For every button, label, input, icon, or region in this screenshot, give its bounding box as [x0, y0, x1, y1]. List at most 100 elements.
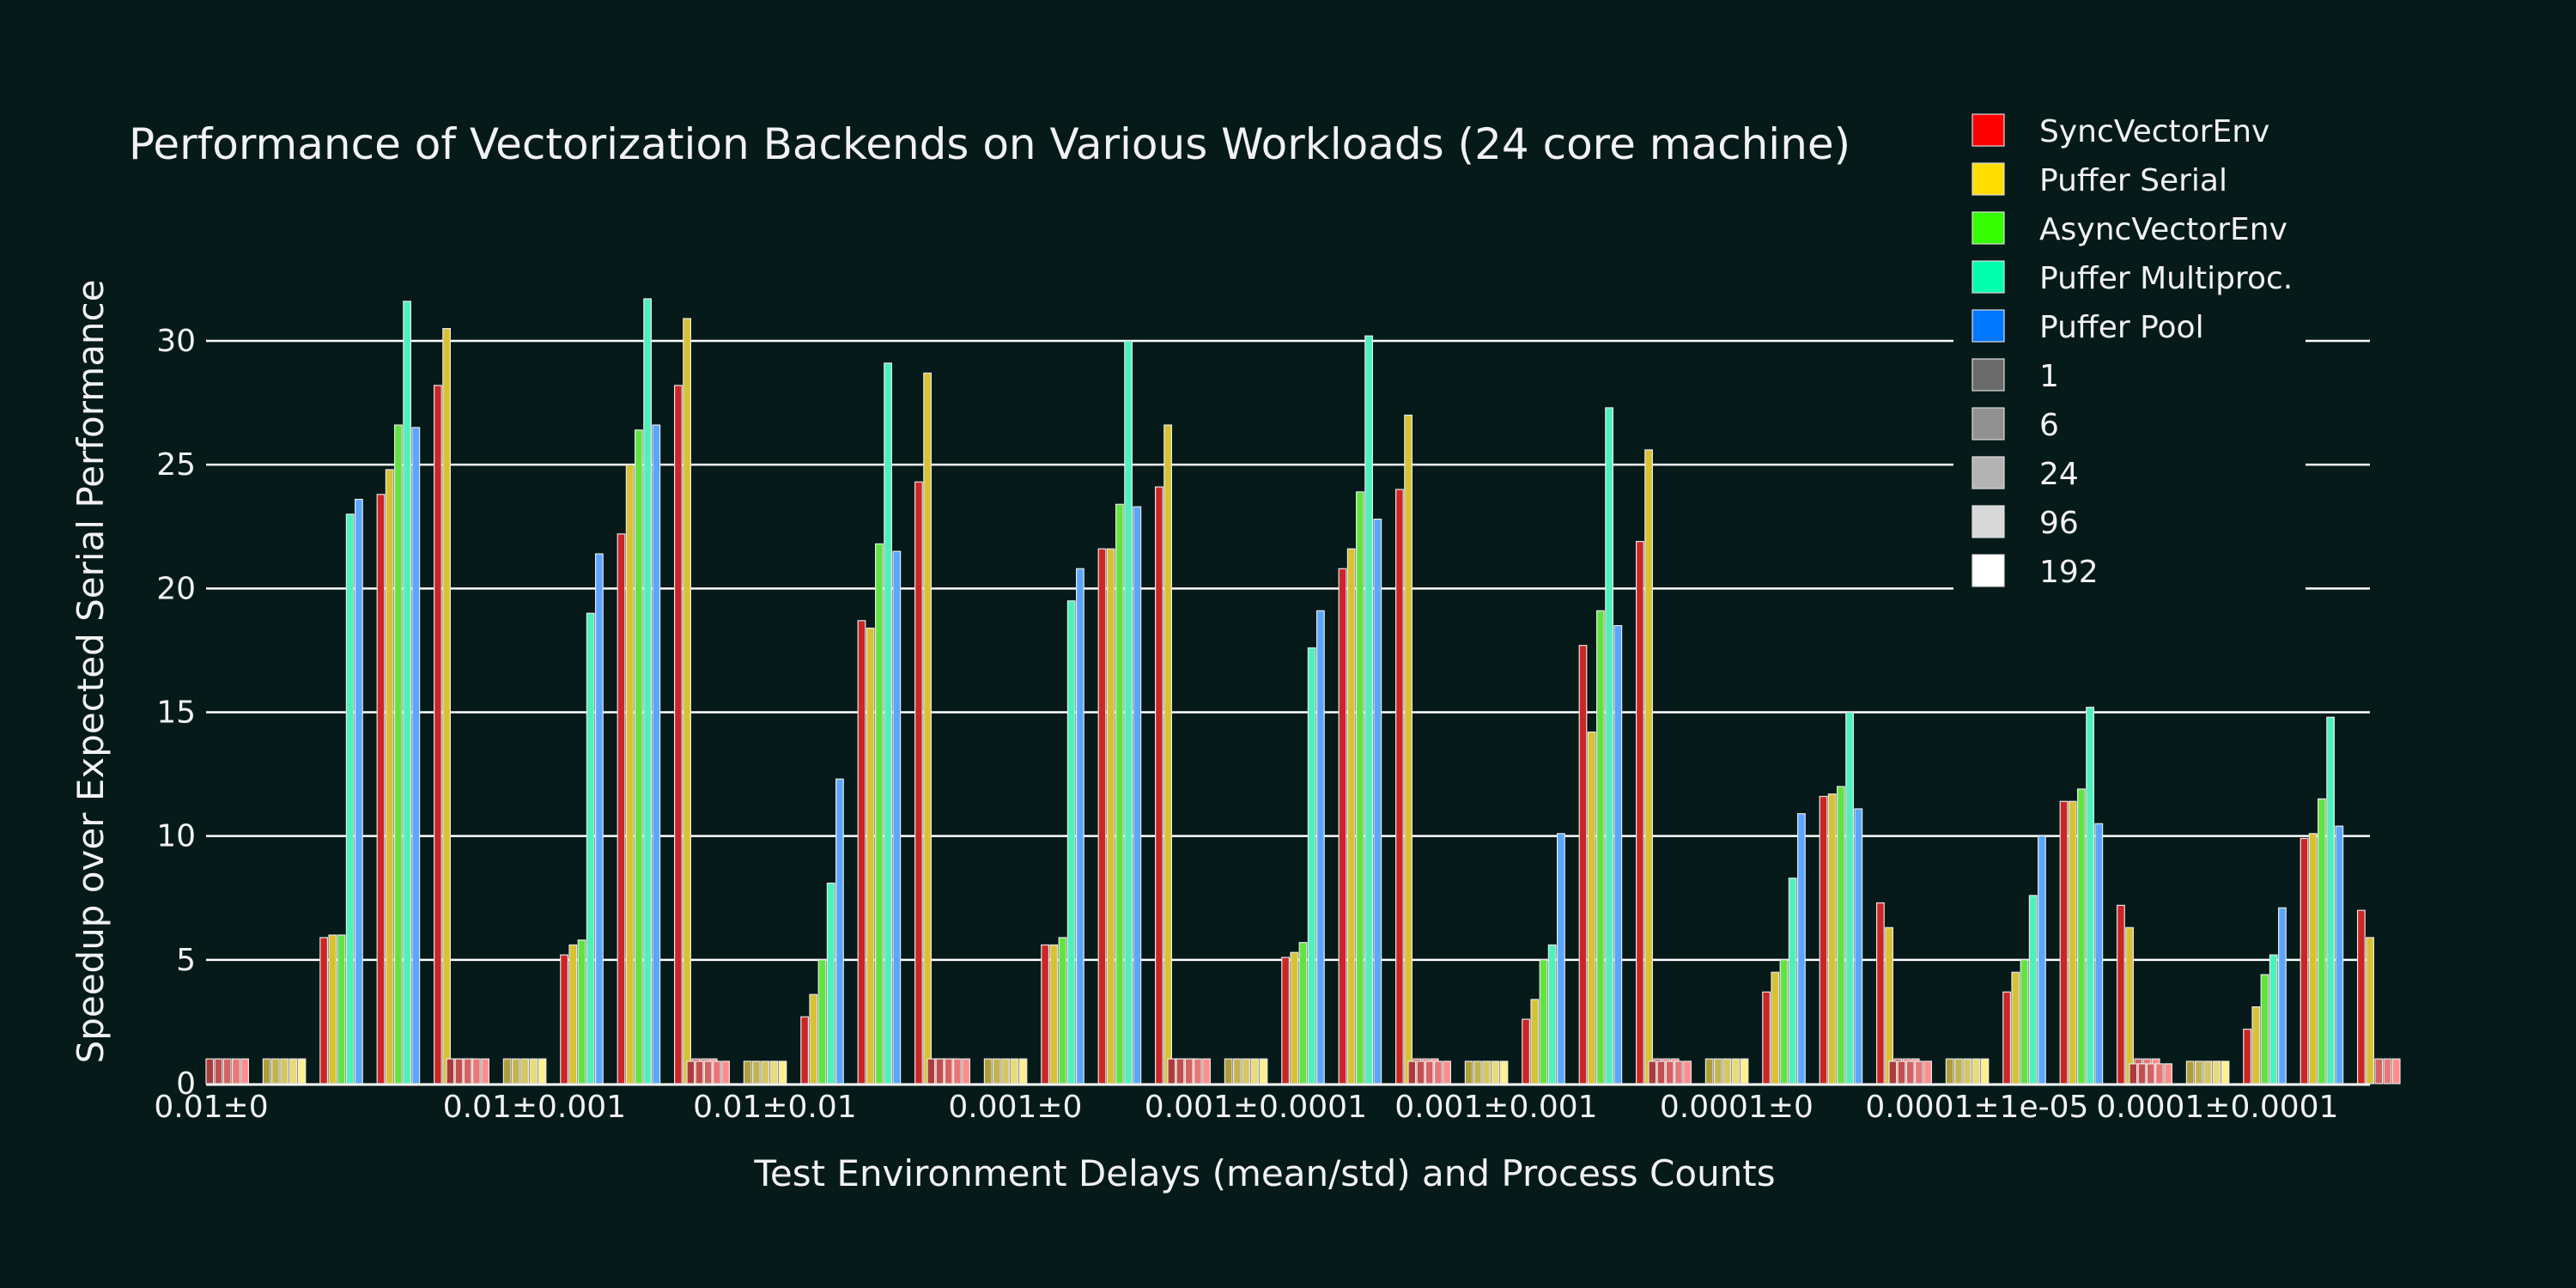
- bar: [1827, 793, 1837, 1084]
- bar: [761, 1060, 769, 1084]
- legend-swatch: [1971, 113, 2005, 147]
- bar: [328, 934, 337, 1084]
- bar: [538, 1058, 547, 1084]
- bar: [809, 993, 818, 1084]
- bar: [1338, 568, 1347, 1084]
- bar: [1605, 407, 1614, 1084]
- bar: [481, 1058, 489, 1084]
- bar: [1407, 1060, 1417, 1084]
- bar: [1473, 1060, 1482, 1084]
- x-tick-label: 0.0001±0.0001: [2096, 1090, 2338, 1125]
- bar: [751, 1060, 761, 1084]
- bar: [1066, 600, 1076, 1084]
- bars: [205, 298, 2401, 1084]
- bar: [1797, 813, 1806, 1084]
- bar: [1416, 1060, 1425, 1084]
- bar: [1355, 491, 1364, 1084]
- bar: [1041, 944, 1050, 1084]
- legend-swatch: [1971, 358, 2005, 392]
- bar: [673, 385, 683, 1084]
- y-tick-label: 25: [156, 447, 196, 483]
- bar: [1307, 647, 1316, 1084]
- bar: [1202, 1058, 1212, 1084]
- bar: [935, 1058, 945, 1084]
- chart-title: Performance of Vectorization Backends on…: [129, 119, 1850, 169]
- bar: [2251, 1005, 2261, 1084]
- bar: [345, 513, 355, 1084]
- bar: [1876, 902, 1885, 1084]
- x-tick-labels: 0.01±0 0.01±0.001 0.01±0.01 0.001±0 0.001±0.…: [154, 1090, 2338, 1125]
- bar: [1250, 1058, 1260, 1084]
- bar: [2278, 907, 2287, 1084]
- bar: [2308, 833, 2318, 1084]
- bar: [1298, 942, 1308, 1084]
- bar: [769, 1060, 779, 1084]
- bar: [1897, 1060, 1906, 1084]
- bar: [1499, 1060, 1509, 1084]
- y-tick-label: 20: [156, 571, 196, 606]
- bar: [1010, 1058, 1019, 1084]
- legend-label: 24: [2039, 457, 2079, 492]
- legend-swatch: [1971, 407, 2005, 440]
- bar: [1522, 1018, 1531, 1084]
- bar: [1980, 1058, 1990, 1084]
- bar: [454, 1058, 464, 1084]
- bar: [800, 1016, 809, 1084]
- bar: [529, 1058, 538, 1084]
- bar: [1176, 1058, 1185, 1084]
- bar: [1885, 927, 1894, 1084]
- bar: [1779, 959, 1789, 1084]
- bar: [394, 424, 403, 1084]
- bar: [1788, 878, 1797, 1084]
- y-axis-title: Speedup over Expected Serial Performance: [70, 280, 112, 1064]
- bar: [1167, 1058, 1176, 1084]
- legend-swatch: [1971, 260, 2005, 294]
- bar: [2137, 1063, 2147, 1084]
- bar: [1364, 335, 1374, 1084]
- bar: [835, 778, 844, 1084]
- legend-label: Puffer Serial: [2039, 163, 2227, 198]
- bar: [1124, 340, 1133, 1084]
- x-tick-label: 0.01±0.01: [693, 1090, 856, 1125]
- bar: [1819, 795, 1828, 1084]
- bar: [2374, 1058, 2384, 1084]
- bar: [1845, 711, 1855, 1084]
- bar: [1656, 1060, 1666, 1084]
- bar: [2243, 1028, 2252, 1084]
- bar: [471, 1058, 481, 1084]
- legend-label: Puffer Multiproc.: [2039, 261, 2293, 296]
- bar: [1133, 506, 1142, 1084]
- bar: [1945, 1058, 1954, 1084]
- bar: [1665, 1060, 1674, 1084]
- bar: [2002, 991, 2012, 1084]
- bar: [271, 1058, 280, 1084]
- bar: [442, 328, 451, 1084]
- bar: [502, 1058, 512, 1084]
- bar: [2094, 823, 2104, 1084]
- bar: [1482, 1060, 1492, 1084]
- bar: [1232, 1058, 1242, 1084]
- y-tick-label: 0: [176, 1066, 196, 1102]
- y-tick-labels: 0 5 10 15 20 25 30: [156, 324, 196, 1102]
- bar: [463, 1058, 472, 1084]
- bar: [1595, 610, 1605, 1084]
- bar: [826, 882, 835, 1084]
- bar: [1648, 1060, 1657, 1084]
- bar: [560, 954, 568, 1084]
- legend-label: Puffer Pool: [2039, 310, 2204, 345]
- bar: [1635, 540, 1644, 1084]
- bar: [1587, 731, 1596, 1084]
- bar: [1644, 449, 1654, 1084]
- x-tick-label: 0.001±0: [948, 1090, 1082, 1125]
- bar: [1556, 833, 1565, 1084]
- bar: [1443, 1060, 1452, 1084]
- legend-label: AsyncVectorEnv: [2039, 212, 2287, 247]
- bar: [411, 427, 421, 1084]
- bar: [703, 1060, 713, 1084]
- bar: [962, 1058, 971, 1084]
- bar: [2020, 959, 2029, 1084]
- bar: [2059, 800, 2069, 1084]
- bar: [2221, 1060, 2230, 1084]
- bar: [1224, 1058, 1233, 1084]
